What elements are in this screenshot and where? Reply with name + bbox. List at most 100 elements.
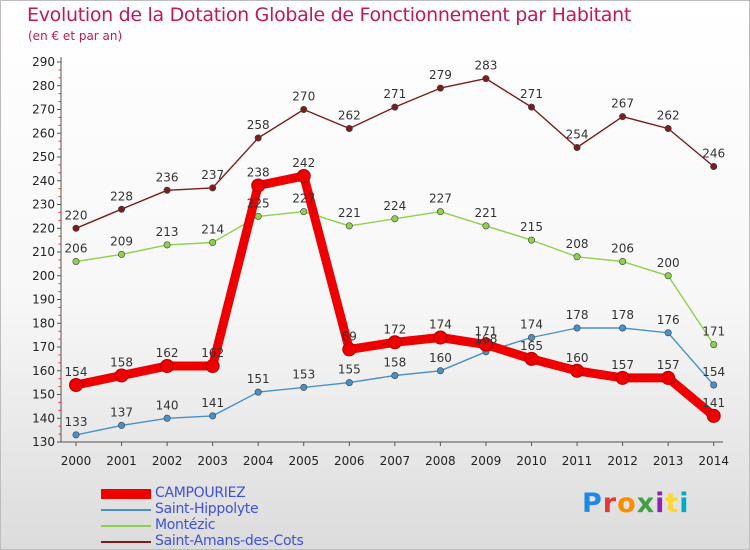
data-label-montezic: 206: [65, 242, 88, 256]
data-label-montezic: 215: [520, 220, 543, 234]
y-tick-label: 200: [32, 269, 55, 283]
series-saint-amans-des-cots: [72, 75, 718, 232]
x-tick-label: 2001: [106, 454, 137, 468]
data-label-saint-amans-des-cots: 262: [657, 109, 680, 123]
y-tick-label: 190: [32, 293, 55, 307]
data-label-saint-amans-des-cots: 283: [474, 59, 497, 73]
data-label-saint-amans-des-cots: 236: [156, 170, 179, 184]
data-label-saint-amans-des-cots: 258: [247, 118, 270, 132]
x-tick-label: 2009: [471, 454, 502, 468]
series-point-saint-hippolyte: [710, 381, 718, 389]
series-point-saint-amans-des-cots: [118, 205, 126, 213]
data-label-campouriez: 242: [292, 156, 315, 170]
y-tick-label: 170: [32, 340, 55, 354]
series-campouriez: [69, 169, 721, 423]
y-tick-label: 220: [32, 221, 55, 235]
data-label-montezic: 200: [657, 256, 680, 270]
y-tick-label: 240: [32, 174, 55, 188]
y-tick-label: 140: [32, 411, 55, 425]
x-tick-label: 2010: [516, 454, 547, 468]
data-label-montezic: 225: [247, 196, 270, 210]
data-label-saint-amans-des-cots: 237: [201, 168, 224, 182]
data-label-montezic: 214: [201, 223, 224, 237]
x-tick-label: 2012: [607, 454, 638, 468]
y-tick-label: 150: [32, 388, 55, 402]
data-label-saint-amans-des-cots: 270: [292, 90, 315, 104]
chart-axes: 130 140 150 160 170 180 190 200 210 220 230 240 250 2…: [32, 55, 729, 468]
series-point-saint-amans-des-cots: [710, 163, 718, 171]
legend-label-montezic: Montézic: [155, 517, 216, 533]
series-point-campouriez: [205, 359, 220, 373]
logo-letter: t: [665, 488, 680, 519]
series-layer: [69, 75, 721, 439]
legend-label-campouriez: CAMPOURIEZ: [155, 485, 246, 501]
data-label-layer: 220 228 236 237 258 270 262 271 279 283 271 254 267 2…: [65, 59, 726, 429]
series-point-saint-hippolyte: [209, 412, 217, 420]
logo-letter: o: [617, 488, 637, 519]
series-point-saint-amans-des-cots: [436, 84, 444, 92]
x-tick-label: 2003: [197, 454, 228, 468]
y-tick-label: 210: [32, 245, 55, 259]
y-tick-label: 130: [32, 435, 55, 449]
data-label-saint-amans-des-cots: 271: [383, 87, 406, 101]
x-tick-label: 2005: [288, 454, 319, 468]
data-label-montezic: 227: [292, 192, 315, 206]
data-label-saint-hippolyte: 154: [702, 365, 725, 379]
series-point-saint-amans-des-cots: [300, 106, 308, 114]
data-label-saint-hippolyte: 178: [611, 308, 634, 322]
data-label-montezic: 221: [338, 206, 361, 220]
series-point-montezic: [209, 239, 217, 247]
series-point-saint-hippolyte: [72, 431, 80, 439]
series-point-campouriez: [69, 378, 83, 392]
logo-letter: i: [679, 488, 690, 519]
x-tick-label: 2004: [243, 454, 274, 468]
x-tick-label: 2002: [152, 454, 183, 468]
chart-subtitle: (en € et par an): [28, 29, 123, 43]
x-tick-label: 2000: [61, 454, 92, 468]
series-point-saint-amans-des-cots: [482, 75, 490, 83]
series-point-campouriez: [160, 359, 175, 373]
series-point-montezic: [300, 208, 308, 216]
data-label-montezic: 221: [474, 206, 497, 220]
series-point-montezic: [118, 250, 126, 258]
data-label-saint-hippolyte: 155: [338, 363, 361, 377]
series-point-montezic: [254, 212, 262, 220]
y-tick-label: 250: [32, 150, 55, 164]
data-label-campouriez: 171: [474, 325, 497, 339]
x-tick-label: 2007: [380, 454, 411, 468]
data-label-saint-hippolyte: 133: [65, 415, 88, 429]
series-point-montezic: [527, 236, 535, 244]
series-point-saint-amans-des-cots: [209, 184, 217, 192]
series-point-campouriez: [478, 337, 493, 352]
series-point-montezic: [391, 215, 399, 223]
y-tick-label: 260: [32, 126, 55, 140]
series-point-saint-hippolyte: [300, 383, 308, 391]
series-point-saint-hippolyte: [391, 371, 399, 379]
series-point-montezic: [436, 208, 444, 216]
series-point-saint-hippolyte: [664, 329, 672, 337]
series-point-montezic: [573, 253, 581, 261]
x-tick-label: 2013: [653, 454, 684, 468]
logo-letter: i: [655, 488, 666, 519]
data-label-campouriez: 165: [520, 339, 543, 353]
series-point-campouriez: [706, 408, 721, 423]
series-point-campouriez: [342, 342, 357, 357]
series-point-saint-amans-des-cots: [254, 134, 262, 142]
series-point-saint-hippolyte: [527, 333, 535, 341]
data-label-campouriez: 141: [702, 396, 725, 410]
data-label-saint-hippolyte: 137: [110, 405, 133, 419]
series-point-saint-amans-des-cots: [619, 113, 627, 121]
series-point-saint-amans-des-cots: [345, 125, 353, 133]
series-point-montezic: [710, 341, 718, 349]
y-tick-label: 280: [32, 79, 55, 93]
y-tick-label: 270: [32, 103, 55, 117]
data-label-campouriez: 162: [156, 346, 179, 360]
x-tick-label: 2008: [425, 454, 456, 468]
data-label-saint-hippolyte: 168: [474, 332, 497, 346]
legend-swatch-montezic: [101, 525, 151, 527]
data-label-saint-hippolyte: 160: [429, 351, 452, 365]
data-label-campouriez: 162: [201, 346, 224, 360]
series-point-campouriez: [114, 368, 129, 383]
data-label-saint-amans-des-cots: 267: [611, 97, 634, 111]
